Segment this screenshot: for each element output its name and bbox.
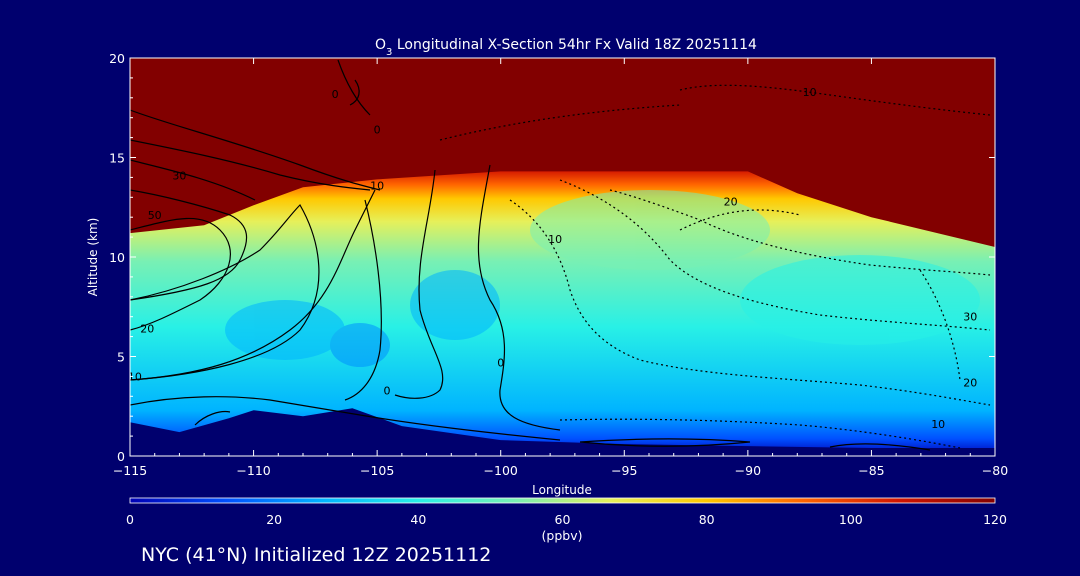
x-tick-label: −85: [858, 463, 884, 478]
footer-initialized-label: NYC (41°N) Initialized 12Z 20251112: [141, 544, 491, 566]
colorbar-tick-label: 40: [410, 512, 426, 527]
y-tick-label: 20: [109, 51, 125, 66]
y-tick-label: 5: [117, 350, 125, 365]
x-tick-label: −110: [236, 463, 270, 478]
colorbar-tick-label: 100: [839, 512, 863, 527]
terrain-mask: [130, 408, 995, 456]
y-tick-label: 10: [109, 250, 125, 265]
colorbar-tick-label: 60: [555, 512, 571, 527]
chart-title: O3 Longitudinal X-Section 54hr Fx Valid …: [375, 37, 757, 58]
colorbar-ticks: 0 20 40 60 80 100 120: [126, 512, 1007, 527]
contour-label: 10: [128, 370, 142, 383]
contour-lines: [130, 59, 931, 451]
colorbar-unit-label: (ppbv): [542, 528, 583, 543]
colorbar-tick-label: 20: [266, 512, 282, 527]
x-axis-title: Longitude: [532, 483, 592, 497]
contour-label: 20: [140, 323, 154, 336]
contour-label: 0: [384, 384, 391, 397]
contour-label: 0: [332, 88, 339, 101]
colorbar-tick-label: 120: [983, 512, 1007, 527]
x-tick-label: −105: [360, 463, 394, 478]
contour-label: 10: [803, 86, 817, 99]
y-tick-label: 15: [109, 151, 125, 166]
x-axis: −115 −110 −105 −100 −95 −90 −85 −80: [113, 58, 1008, 478]
contour-label: 20: [724, 195, 738, 208]
x-tick-label: −95: [611, 463, 637, 478]
x-tick-label: −115: [113, 463, 147, 478]
contour-label: 20: [963, 376, 977, 389]
contour-label: 30: [963, 311, 977, 324]
y-tick-label: 0: [117, 449, 125, 464]
plot-area: 10 0 0 10 30 50 20 10 30 20 10 20 10 0 0: [128, 58, 995, 456]
mid-level-blobs: [225, 190, 980, 367]
x-tick-label: −80: [982, 463, 1008, 478]
contour-label: 10: [548, 233, 562, 246]
x-tick-label: −90: [735, 463, 761, 478]
contour-label: 30: [172, 169, 186, 182]
troposphere-ozone-field: [130, 171, 995, 456]
contour-label: 0: [497, 356, 504, 369]
contour-label: 10: [931, 418, 945, 431]
colorbar-tick-label: 80: [699, 512, 715, 527]
y-axis-title: Altitude (km): [86, 218, 100, 297]
x-tick-label: −100: [484, 463, 518, 478]
colorbar-strip: [129, 497, 996, 504]
colorbar: 0 20 40 60 80 100 120 (ppbv): [126, 497, 1007, 543]
contour-labels: 10 0 0 10 30 50 20 10 30 20 10 20 10 0 0: [128, 86, 977, 431]
negative-contour-lines: [439, 84, 991, 449]
contour-label: 10: [370, 179, 384, 192]
contour-label: 0: [374, 124, 381, 137]
contour-label: 50: [148, 209, 162, 222]
colorbar-tick-label: 0: [126, 512, 134, 527]
